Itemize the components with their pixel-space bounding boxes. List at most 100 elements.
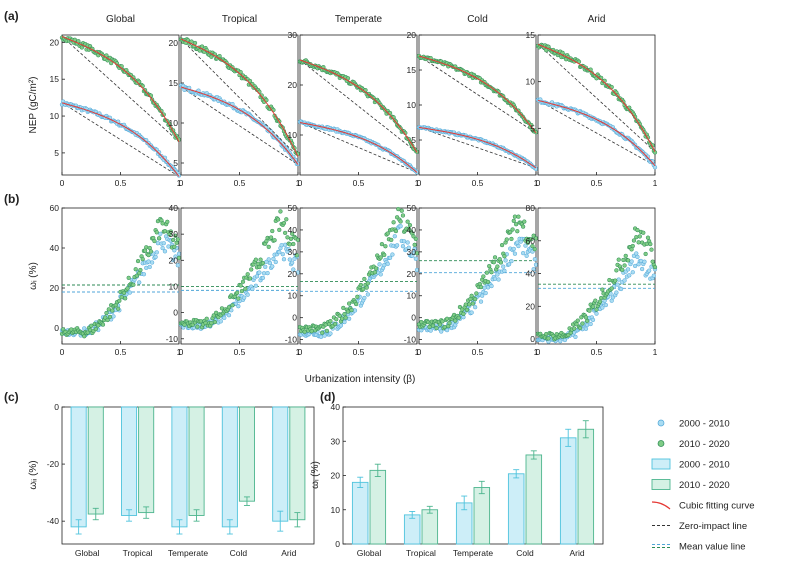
legend-item: Mean value line	[652, 542, 746, 553]
cubic-fitting-curve	[180, 38, 299, 157]
data-point	[260, 260, 266, 266]
data-point	[110, 308, 115, 313]
cubic-fitting-curve	[418, 55, 537, 134]
data-point	[502, 268, 507, 273]
zero-impact-line	[418, 55, 537, 134]
data-point	[240, 279, 246, 284]
y-axis-label: NEP (gC/m²)	[28, 76, 39, 133]
data-point	[594, 311, 599, 316]
data-point	[117, 298, 122, 303]
y-tick-label: 0	[54, 323, 59, 333]
data-point	[482, 285, 487, 290]
x-tick-label: 0	[60, 178, 65, 188]
data-point	[442, 324, 447, 330]
x-tick-label: 0	[298, 347, 303, 357]
bar	[70, 406, 87, 528]
y-tick-label: 60	[50, 203, 60, 213]
y-tick-label: 10	[407, 291, 417, 301]
y-tick-label: 20	[50, 37, 60, 47]
y-tick-label: 10	[407, 100, 417, 110]
bar	[403, 514, 421, 545]
x-tick-label: 1	[534, 178, 539, 188]
legend-label: 2010 - 2020	[679, 439, 730, 450]
data-point	[495, 272, 500, 277]
data-point	[362, 276, 367, 282]
data-point	[630, 243, 635, 249]
y-tick-label: 10	[331, 505, 341, 515]
data-point	[320, 330, 325, 335]
data-point	[341, 305, 346, 311]
data-point	[412, 242, 417, 247]
data-point	[470, 301, 475, 306]
data-point	[346, 316, 352, 321]
data-point	[572, 326, 577, 331]
data-point	[411, 234, 416, 239]
data-point	[587, 308, 592, 313]
data-point	[253, 283, 259, 288]
y-tick-label: 10	[288, 291, 298, 301]
bar	[121, 406, 138, 516]
zero-impact-line	[61, 102, 180, 177]
data-point	[294, 253, 299, 258]
data-point	[147, 264, 152, 270]
data-point	[342, 319, 347, 325]
data-point	[635, 254, 640, 260]
data-point	[162, 249, 168, 254]
y-tick-label: 5	[411, 135, 416, 145]
y-tick-label: 80	[526, 203, 536, 213]
data-point	[544, 48, 549, 53]
data-point	[222, 315, 227, 321]
data-point	[260, 275, 266, 281]
data-point	[280, 252, 285, 257]
legend-label: Mean value line	[679, 542, 746, 553]
data-point	[239, 288, 244, 294]
zero-impact-line	[180, 38, 299, 157]
data-point	[281, 220, 287, 226]
data-point	[511, 218, 516, 223]
category-label: Cold	[230, 548, 248, 558]
data-point	[89, 323, 94, 328]
data-point	[575, 318, 580, 323]
data-point	[82, 334, 87, 339]
data-point	[439, 329, 444, 334]
y-tick-label: 40	[288, 225, 298, 235]
data-point	[444, 316, 450, 321]
y-tick-label: 5	[173, 158, 178, 168]
data-point	[243, 286, 248, 291]
subplot-frame	[418, 34, 537, 176]
data-point	[318, 334, 324, 339]
data-point	[349, 307, 354, 313]
data-point	[532, 246, 537, 252]
data-point	[291, 267, 296, 272]
data-point	[652, 165, 658, 170]
data-point	[398, 219, 403, 224]
data-point	[533, 262, 539, 267]
data-point	[261, 271, 267, 276]
data-point	[428, 328, 433, 333]
data-point	[603, 302, 609, 308]
y-tick-label: 10	[169, 118, 179, 128]
data-point	[400, 213, 406, 218]
data-point	[515, 229, 520, 234]
data-point	[278, 209, 283, 214]
data-point	[444, 328, 450, 333]
data-point	[622, 278, 627, 283]
data-point	[642, 259, 647, 264]
data-point	[615, 282, 620, 287]
data-point	[580, 321, 585, 326]
data-point	[473, 305, 478, 310]
data-point	[407, 223, 413, 228]
x-axis-label: Urbanization intensity (β)	[305, 374, 416, 385]
zero-impact-line	[299, 122, 418, 173]
category-label: Tropical	[123, 548, 153, 558]
data-point	[149, 260, 155, 265]
category-label: Arid	[569, 548, 584, 558]
data-point	[434, 325, 439, 331]
data-point	[166, 244, 171, 249]
data-point	[364, 285, 369, 290]
data-point	[481, 274, 486, 279]
data-point	[144, 265, 149, 270]
data-point	[583, 326, 589, 331]
data-point	[613, 278, 618, 283]
x-tick-label: 1	[177, 347, 182, 357]
